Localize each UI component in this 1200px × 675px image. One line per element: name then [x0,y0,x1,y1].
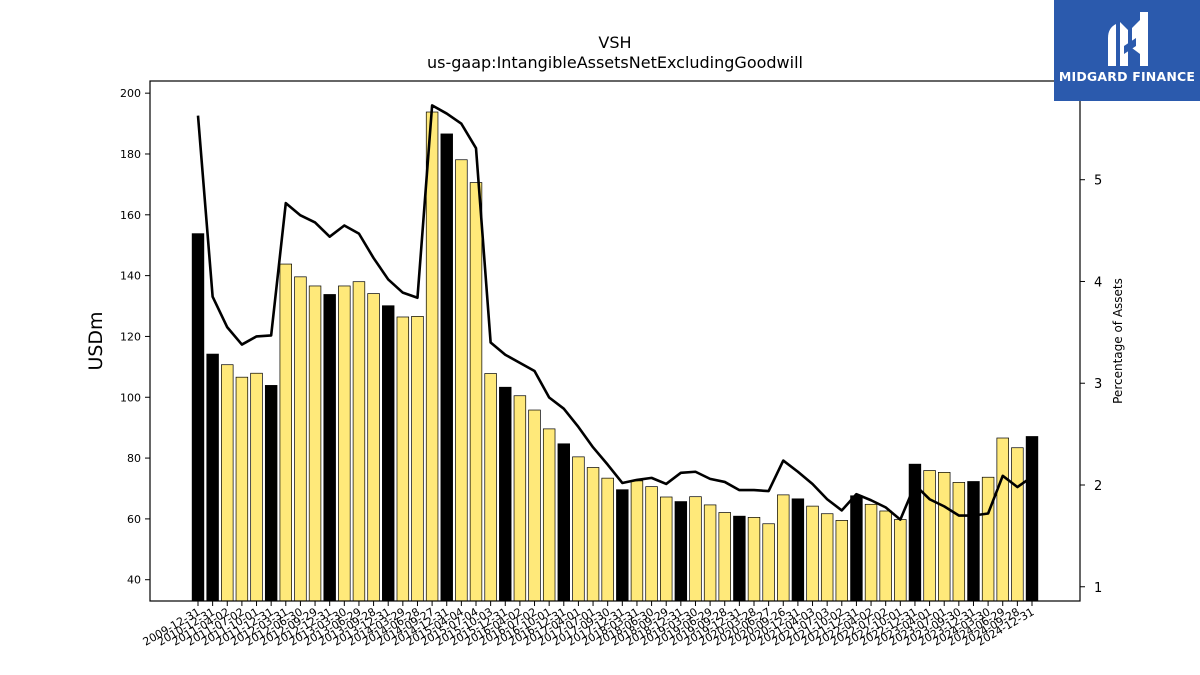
bar-2023-04-01 [923,470,936,602]
midgard-m-icon [1108,12,1148,66]
bar-2021-04-03 [806,505,819,602]
bar-2011-10-01 [250,372,263,602]
bar-2012-12-31 [323,294,336,602]
bar-2023-07-01 [938,472,951,602]
y-tick-label: 180 [120,148,141,161]
bar-series [191,111,1039,602]
bar-2016-12-31 [557,443,571,602]
y-tick-label: 60 [127,513,141,526]
bar-2017-09-30 [601,477,614,602]
percentage-line [196,104,1033,521]
bar-2018-12-31 [674,501,688,602]
y-tick-label: 200 [120,87,141,100]
bar-2015-07-04 [469,182,483,602]
bar-2024-06-29 [996,437,1009,602]
bar-2024-12-31 [1025,436,1039,602]
brand-name: MIDGARD FINANCE [1058,69,1196,84]
x-axis: 2009-12-312010-12-312011-04-022011-07-02… [141,601,1037,649]
bar-2016-04-02 [513,395,527,602]
plot-frame [149,80,1081,602]
y-axis-left: 40 60 80 100 120 140 160 180 200 [120,87,150,587]
y-tick-label: 80 [127,452,141,465]
bar-2015-12-31 [499,386,512,602]
chart-subtitle: us-gaap:IntangibleAssetsNetExcludingGood… [427,53,803,72]
y2-tick-label: 1 [1094,581,1102,596]
bar-2013-06-29 [352,281,366,602]
y-axis-right: 1 2 3 4 5 [1080,174,1102,596]
bar-2022-07-02 [879,510,892,602]
bar-2020-09-26 [777,494,790,602]
bar-2011-12-31 [264,385,278,602]
bar-2017-07-01 [586,467,600,602]
bar-2021-10-02 [835,520,849,602]
bar-2015-04-04 [455,159,468,602]
bar-2012-03-31 [279,263,293,602]
y2-tick-label: 3 [1094,377,1102,392]
bar-2014-03-29 [396,316,410,602]
bar-2018-03-31 [630,480,644,602]
bar-2013-09-28 [367,293,380,602]
y-axis-label: USDm [85,311,107,370]
bar-2018-09-29 [660,496,673,602]
bar-2022-04-02 [864,503,878,602]
bar-2019-09-28 [718,512,731,602]
y2-tick-label: 2 [1094,479,1102,494]
chart-title: VSH [598,33,631,52]
bar-2018-06-30 [645,486,658,602]
bar-2017-04-01 [572,456,585,602]
bar-2019-06-29 [703,504,717,602]
bar-2024-03-30 [981,476,995,602]
y-tick-label: 40 [127,574,141,587]
y2-tick-label: 4 [1094,275,1102,290]
bar-2012-06-30 [294,276,307,602]
bar-2016-10-01 [542,428,556,602]
y-tick-label: 100 [120,391,141,404]
bar-2012-09-29 [308,285,322,602]
bar-2011-04-02 [221,364,234,602]
bar-2014-06-28 [411,316,424,602]
bar-2009-12-31 [191,233,205,602]
bar-2017-12-31 [616,489,629,602]
bar-2010-12-31 [206,353,219,602]
bar-2013-03-30 [338,285,351,602]
line-series [196,104,1033,521]
bar-2016-07-02 [528,409,541,602]
bar-2021-07-03 [820,513,834,602]
y-tick-label: 140 [120,270,141,283]
brand-logo: MIDGARD FINANCE [1054,0,1200,101]
bar-2023-09-30 [952,482,966,602]
bar-2023-12-31 [967,481,980,602]
bar-2020-12-31 [791,498,805,602]
bar-2015-10-03 [484,373,497,602]
bar-2021-12-31 [850,495,863,602]
bar-2014-09-27 [425,111,439,602]
bar-2011-07-02 [235,376,249,602]
y-tick-label: 160 [120,209,141,222]
bar-2014-12-31 [440,133,453,602]
bar-2020-06-27 [762,523,775,602]
bar-2019-03-30 [689,496,702,602]
y2-tick-label: 5 [1094,174,1102,189]
y2-axis-label: Percentage of Assets [1111,278,1125,404]
bar-2020-03-28 [747,517,761,602]
bar-2013-12-31 [382,305,395,602]
bar-2019-12-31 [733,515,746,602]
bar-2024-09-28 [1011,447,1024,602]
y-tick-label: 120 [120,330,141,343]
bar-2022-10-01 [894,519,907,602]
